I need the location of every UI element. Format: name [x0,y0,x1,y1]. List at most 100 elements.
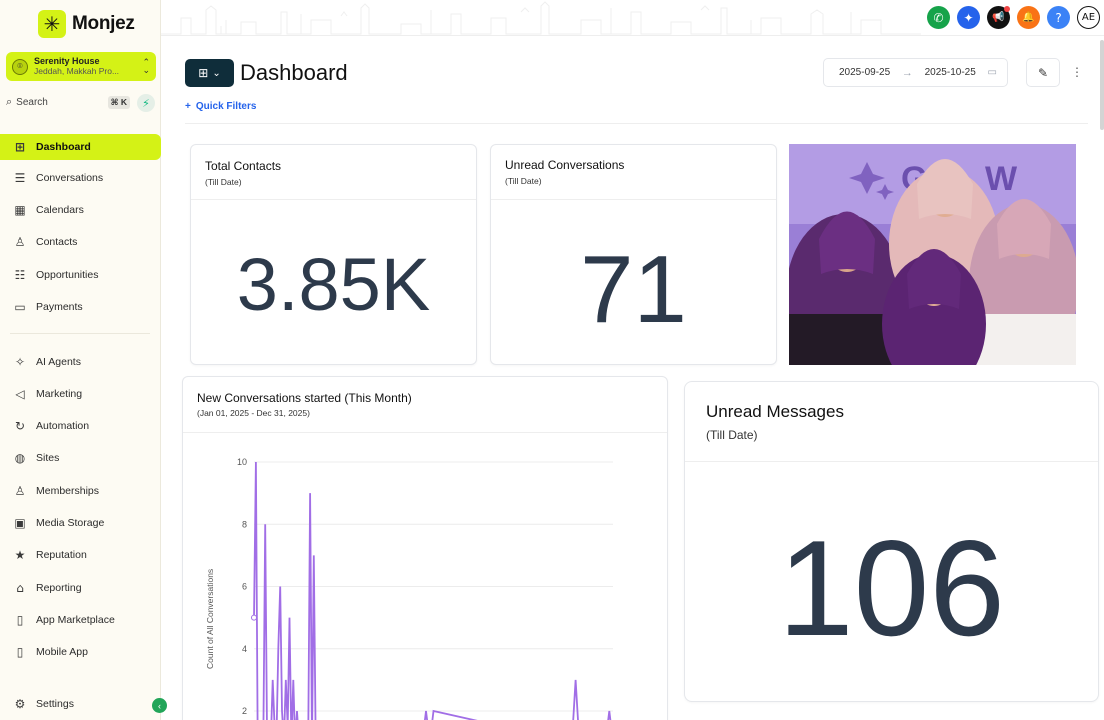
sidebar-item-label: Memberships [36,485,100,497]
gear-icon: ⚙ [14,697,26,711]
sidebar-item-label: AI Agents [36,356,81,368]
notification-dot [1004,6,1010,12]
account-location: Jeddah, Makkah Pro... [34,65,120,76]
edit-dashboard-button[interactable]: ✎ [1026,58,1060,87]
kebab-icon: ⋮ [1071,65,1083,79]
card-title: Unread Conversations [505,158,625,172]
collapse-sidebar-button[interactable]: ‹ [152,698,167,713]
layout-icon: ⊞ [198,66,209,80]
skyline-decoration [161,1,921,35]
total-contacts-value: 3.85K [236,243,431,326]
sidebar-item-payments[interactable]: ▭ Payments [0,294,161,320]
quick-filters-button[interactable]: + Quick Filters [185,101,256,112]
unread-conversations-card: Unread Conversations (Till Date) 71 [490,144,777,365]
card-subtitle: (Jan 01, 2025 - Dec 31, 2025) [197,408,310,418]
announcement-icon[interactable]: 📢 [987,6,1010,29]
user-avatar[interactable]: AE [1077,6,1100,29]
person-add-icon: ♙ [14,235,26,249]
bank-icon: ⌂ [16,581,24,595]
sidebar-item-label: Calendars [36,204,84,216]
more-options-button[interactable]: ⋮ [1070,60,1084,84]
chevron-down-icon: ⌄ [212,67,221,79]
card-subtitle: (Till Date) [505,176,542,186]
plus-icon: + [185,101,191,112]
chat-icon: ☰ [14,171,26,185]
calendar-icon: ▦ [14,203,26,217]
y-tick-label: 8 [242,519,247,529]
sidebar-item-label: Payments [36,301,83,313]
scrollbar[interactable] [1100,40,1104,130]
megaphone-icon: ◁ [15,387,25,401]
spark-logo-icon: ✳ [38,10,66,38]
sidebar-item-sites[interactable]: ◍ Sites [0,445,161,471]
sidebar-item-mobile-app[interactable]: ▯ Mobile App [0,639,161,665]
pencil-icon: ✎ [1037,65,1049,80]
bell-icon[interactable]: 🔔 [1017,6,1040,29]
sidebar-item-contacts[interactable]: ♙ Contacts [0,229,161,255]
sparkles-icon: ✧ [14,355,26,369]
phone-icon[interactable]: ✆ [927,6,950,29]
card-header [191,145,476,200]
sidebar-item-dashboard[interactable]: ⊞ Dashboard [0,134,161,160]
sidebar-item-label: Marketing [36,388,83,400]
sidebar-item-label: Reputation [36,549,87,561]
y-tick-label: 6 [242,582,247,592]
unread-messages-card: Unread Messages (Till Date) 106 [684,381,1099,702]
date-from: 2025-09-25 [839,67,891,78]
search-label: Search [16,96,48,108]
sidebar-item-conversations[interactable]: ☰ Conversations [0,165,161,191]
sidebar-item-ai-agents[interactable]: ✧ AI Agents [0,349,161,375]
help-icon[interactable]: ? [1047,6,1070,29]
sidebar-item-calendars[interactable]: ▦ Calendars [0,197,161,223]
y-tick-label: 4 [242,644,247,654]
sidebar-item-reporting[interactable]: ⌂ Reporting [0,575,161,601]
sidebar-item-reputation[interactable]: ★ Reputation [0,542,161,568]
phone-outline-icon: ▯ [16,613,24,627]
header-divider [185,123,1088,124]
card-header [183,377,667,433]
y-tick-label: 2 [242,706,247,716]
image-icon: ▣ [14,516,26,530]
card-icon: ▭ [14,300,26,314]
account-switcher[interactable]: ⌾ Serenity House Jeddah, Makkah Pro... ⌃… [6,52,156,81]
sidebar-item-label: Contacts [36,236,78,248]
line-chart: 2 4 6 8 10 Count of All Conversations [205,457,613,720]
brand-logo[interactable]: ✳ Monjez [38,10,135,38]
grid-icon: ⊞ [14,140,26,154]
sidebar: ✳ Monjez ⌾ Serenity House Jeddah, Makkah… [0,0,167,720]
sidebar-item-label: Conversations [36,172,104,184]
card-subtitle: (Till Date) [205,177,242,187]
dashboard-switcher-button[interactable]: ⊞ ⌄ [185,59,234,87]
sidebar-item-label: Opportunities [36,269,99,281]
page-title: Dashboard [240,60,348,85]
search-shortcut: ⌘ K [107,95,130,109]
sidebar-item-automation[interactable]: ↻ Automation [0,413,161,439]
sidebar-item-label: Settings [36,698,74,710]
location-icon: ⌾ [12,58,28,75]
refresh-icon: ↻ [14,419,26,433]
magic-icon[interactable]: ✦ [957,6,980,29]
y-tick-label: 10 [237,457,247,467]
sidebar-item-app-marketplace[interactable]: ▯ App Marketplace [0,607,161,633]
ai-assist-icon[interactable]: ⚡ [137,94,155,112]
card-title: Total Contacts [205,159,282,173]
sidebar-item-settings[interactable]: ⚙ Settings [0,691,161,717]
sidebar-item-marketing[interactable]: ◁ Marketing [0,381,161,407]
sidebar-item-opportunities[interactable]: ☷ Opportunities [0,262,161,288]
card-header [491,145,776,200]
search-input[interactable]: ⌕ Search ⌘ K [6,93,130,111]
chevron-updown-icon: ⌃ ⌄ [142,57,150,75]
list-check-icon: ☷ [14,268,26,282]
sidebar-item-memberships[interactable]: ♙ Memberships [0,478,161,504]
date-range-picker[interactable]: 2025-09-25 → 2025-10-25 ▭ [823,58,1008,87]
card-title: Unread Messages [706,402,844,421]
sidebar-item-label: Dashboard [36,141,91,153]
card-title: New Conversations started (This Month) [197,391,412,405]
data-point[interactable] [251,614,257,621]
unread-conversations-value: 71 [580,236,687,343]
sidebar-item-label: Sites [36,452,60,464]
sidebar-item-label: App Marketplace [36,614,115,626]
card-subtitle: (Till Date) [706,428,758,442]
sidebar-item-media-storage[interactable]: ▣ Media Storage [0,510,161,536]
y-axis-label: Count of All Conversations [205,569,215,669]
